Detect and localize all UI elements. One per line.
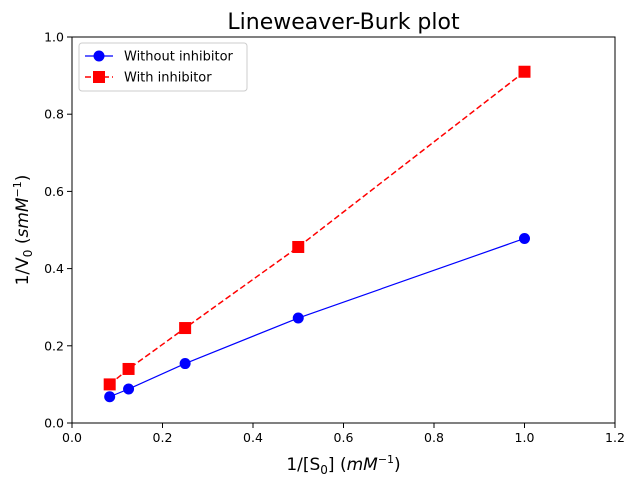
legend-box [78, 42, 248, 92]
y-tick-label: 0.0 [44, 416, 64, 431]
legend-entry-with-inhibitor: With inhibitor [85, 71, 212, 86]
chart-title: Lineweaver-Burk plot [227, 10, 460, 35]
x-tick-label: 0.4 [243, 430, 263, 445]
x-tick-label: 1.0 [515, 430, 535, 445]
y-tick-label: 1.0 [44, 30, 64, 45]
series-without-inhibitor [104, 232, 530, 403]
x-axis-label: 1/[S0] (mM−1) [286, 453, 400, 477]
data-point-square [518, 65, 531, 78]
data-point-circle [104, 391, 116, 403]
y-tick-label: 0.2 [44, 338, 64, 353]
plot-area [72, 37, 615, 423]
y-axis-label: 1/V0 (smM−1) [11, 175, 35, 286]
x-tick-label: 0.2 [153, 430, 173, 445]
y-tick-label: 0.4 [44, 261, 64, 276]
series-layer [103, 65, 531, 403]
y-axis-ticks: 0.0 0.2 0.4 0.6 0.8 1.0 [44, 30, 72, 431]
data-point-square [292, 240, 305, 253]
legend-marker-square [93, 71, 105, 83]
series-with-inhibitor [103, 65, 531, 391]
x-tick-label: 0.6 [334, 430, 354, 445]
legend-label-with-inhibitor: With inhibitor [124, 71, 212, 86]
data-point-circle [123, 383, 135, 395]
data-point-circle [519, 232, 530, 244]
legend-label-without-inhibitor: Without inhibitor [124, 50, 234, 65]
x-axis-ticks: 0.0 0.2 0.4 0.6 0.8 1.0 1.2 [62, 423, 625, 445]
y-tick-label: 0.6 [44, 184, 64, 199]
legend: Without inhibitor With inhibitor [78, 42, 248, 92]
x-tick-label: 0.0 [62, 430, 82, 445]
data-point-square [103, 378, 116, 391]
data-point-circle [292, 312, 304, 324]
y-tick-label: 0.8 [44, 107, 64, 122]
data-point-square [122, 362, 135, 375]
x-tick-label: 1.2 [605, 430, 625, 445]
legend-entry-without-inhibitor: Without inhibitor [85, 50, 234, 65]
x-tick-label: 0.8 [424, 430, 444, 445]
data-point-square [179, 322, 192, 335]
legend-marker-circle [93, 50, 105, 62]
data-point-circle [179, 358, 191, 370]
